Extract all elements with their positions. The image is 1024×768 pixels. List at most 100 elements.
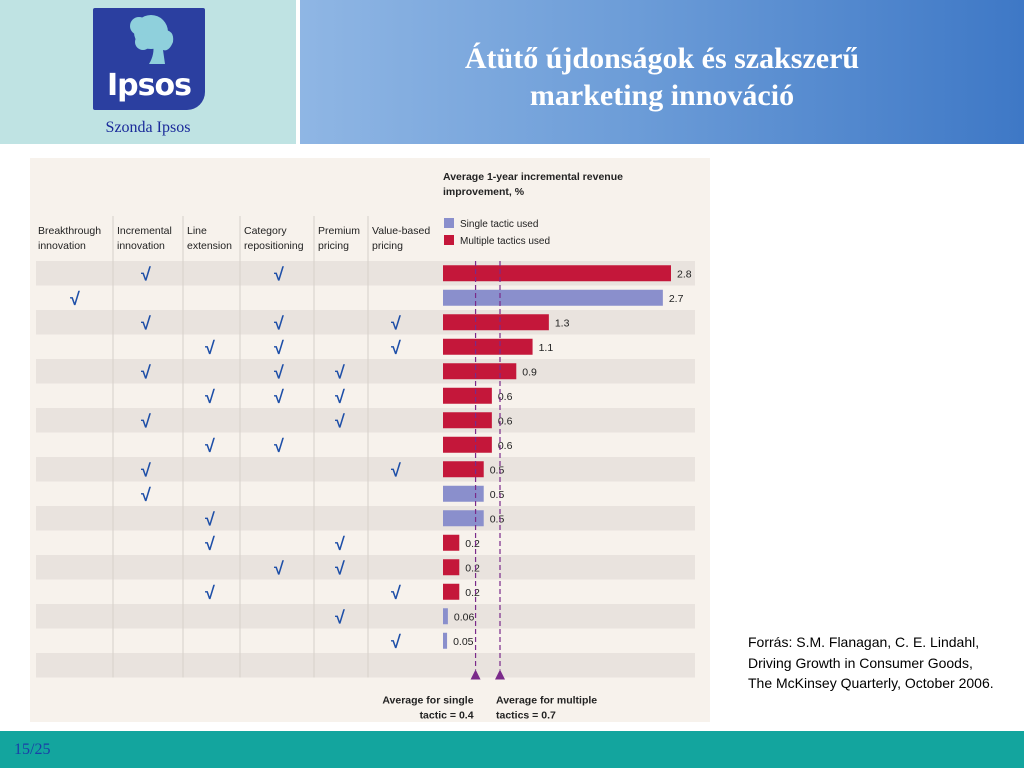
average-label: Average for single — [382, 695, 473, 707]
check-mark: √ — [274, 264, 284, 284]
check-mark: √ — [205, 387, 215, 407]
legend-entry: Multiple tactics used — [460, 236, 550, 247]
table-row-band — [36, 506, 695, 531]
column-header: innovation — [38, 240, 86, 252]
table-row-band — [36, 604, 695, 629]
bar — [443, 436, 492, 453]
bar-value-label: 0.5 — [490, 489, 505, 501]
bar — [443, 632, 448, 649]
check-mark: √ — [274, 362, 284, 382]
bar-value-label: 0.5 — [490, 464, 505, 476]
table-row-band — [36, 408, 695, 433]
column-header: Category — [244, 225, 287, 237]
column-header: Incremental — [117, 225, 172, 237]
bar-value-label: 1.1 — [539, 342, 554, 354]
check-mark: √ — [335, 411, 345, 431]
table-row-band — [36, 653, 695, 678]
table-row-band — [36, 359, 695, 384]
bar-value-label: 1.3 — [555, 317, 570, 329]
bar-value-label: 0.2 — [465, 587, 480, 599]
footer-bar: 15/25 — [0, 731, 1024, 768]
bar — [443, 265, 671, 282]
check-mark: √ — [274, 436, 284, 456]
check-mark: √ — [141, 485, 151, 505]
bar — [443, 510, 484, 527]
check-mark: √ — [335, 387, 345, 407]
bar — [443, 534, 460, 551]
title-panel: Átütő újdonságok és szakszerű marketing … — [300, 0, 1024, 144]
legend-swatch — [444, 235, 454, 245]
average-marker — [495, 669, 505, 680]
bar — [443, 412, 492, 429]
slide-title-line2: marketing innováció — [529, 79, 795, 112]
check-mark: √ — [391, 460, 401, 480]
bar — [443, 461, 484, 478]
logo-head-icon — [130, 15, 174, 64]
check-mark: √ — [335, 362, 345, 382]
bar-value-label: 0.6 — [498, 440, 513, 452]
bar-value-label: 0.5 — [490, 513, 505, 525]
check-mark: √ — [205, 338, 215, 358]
check-mark: √ — [391, 583, 401, 603]
check-mark: √ — [205, 534, 215, 554]
check-mark: √ — [141, 460, 151, 480]
check-mark: √ — [141, 411, 151, 431]
average-label: tactic = 0.4 — [420, 710, 474, 722]
revenue-chart: Breakthrough innovation Incremental innovat… — [36, 171, 695, 722]
bar — [443, 338, 533, 355]
column-header: Breakthrough — [38, 225, 101, 237]
check-mark: √ — [141, 264, 151, 284]
column-header: Premium — [318, 225, 360, 237]
chart-title: improvement, % — [443, 186, 525, 198]
ipsos-logo: Ipsos — [93, 8, 205, 110]
bar — [443, 583, 460, 600]
column-header: Value-based — [372, 225, 430, 237]
check-mark: √ — [391, 338, 401, 358]
bar-value-label: 0.05 — [453, 636, 474, 648]
legend-swatch — [444, 218, 454, 228]
check-mark: √ — [141, 362, 151, 382]
check-mark: √ — [141, 313, 151, 333]
check-mark: √ — [335, 607, 345, 627]
column-header: pricing — [318, 240, 349, 252]
bar — [443, 363, 517, 380]
column-header: innovation — [117, 240, 165, 252]
check-mark: √ — [274, 313, 284, 333]
bar — [443, 608, 448, 625]
check-mark: √ — [205, 583, 215, 603]
table-row-band — [36, 555, 695, 580]
bar-value-label: 0.2 — [465, 538, 480, 550]
logo-caption: Szonda Ipsos — [105, 119, 191, 136]
bar-value-label: 2.7 — [669, 293, 684, 305]
bar — [443, 289, 663, 306]
column-header: pricing — [372, 240, 403, 252]
bar-value-label: 0.9 — [522, 366, 537, 378]
average-label: Average for multiple — [496, 695, 597, 707]
check-mark: √ — [391, 313, 401, 333]
logo-text: Ipsos — [107, 68, 192, 103]
table-row-band — [36, 310, 695, 335]
check-mark: √ — [335, 558, 345, 578]
bar — [443, 485, 484, 502]
bar-value-label: 0.06 — [454, 611, 475, 623]
column-header: extension — [187, 240, 232, 252]
check-mark: √ — [205, 436, 215, 456]
check-mark: √ — [391, 632, 401, 652]
bar-value-label: 0.2 — [465, 562, 480, 574]
average-label: tactics = 0.7 — [496, 710, 556, 722]
check-mark: √ — [274, 387, 284, 407]
bar-value-label: 2.8 — [677, 268, 692, 280]
check-mark: √ — [70, 289, 80, 309]
slide-title: Átütő újdonságok és szakszerű marketing … — [300, 40, 1024, 114]
page-number: 15/25 — [14, 741, 51, 758]
slide-title-line1: Átütő újdonságok és szakszerű — [464, 42, 860, 75]
average-marker — [470, 669, 481, 680]
legend-entry: Single tactic used — [460, 219, 538, 230]
bar — [443, 387, 492, 404]
source-note: Forrás: S.M. Flanagan, C. E. Lindahl, Dr… — [748, 634, 994, 691]
chart-title: Average 1-year incremental revenue — [443, 171, 623, 183]
column-header: repositioning — [244, 240, 304, 252]
check-mark: √ — [205, 509, 215, 529]
chart-panel: Breakthrough innovation Incremental innovat… — [30, 158, 710, 722]
bar-value-label: 0.6 — [498, 391, 513, 403]
